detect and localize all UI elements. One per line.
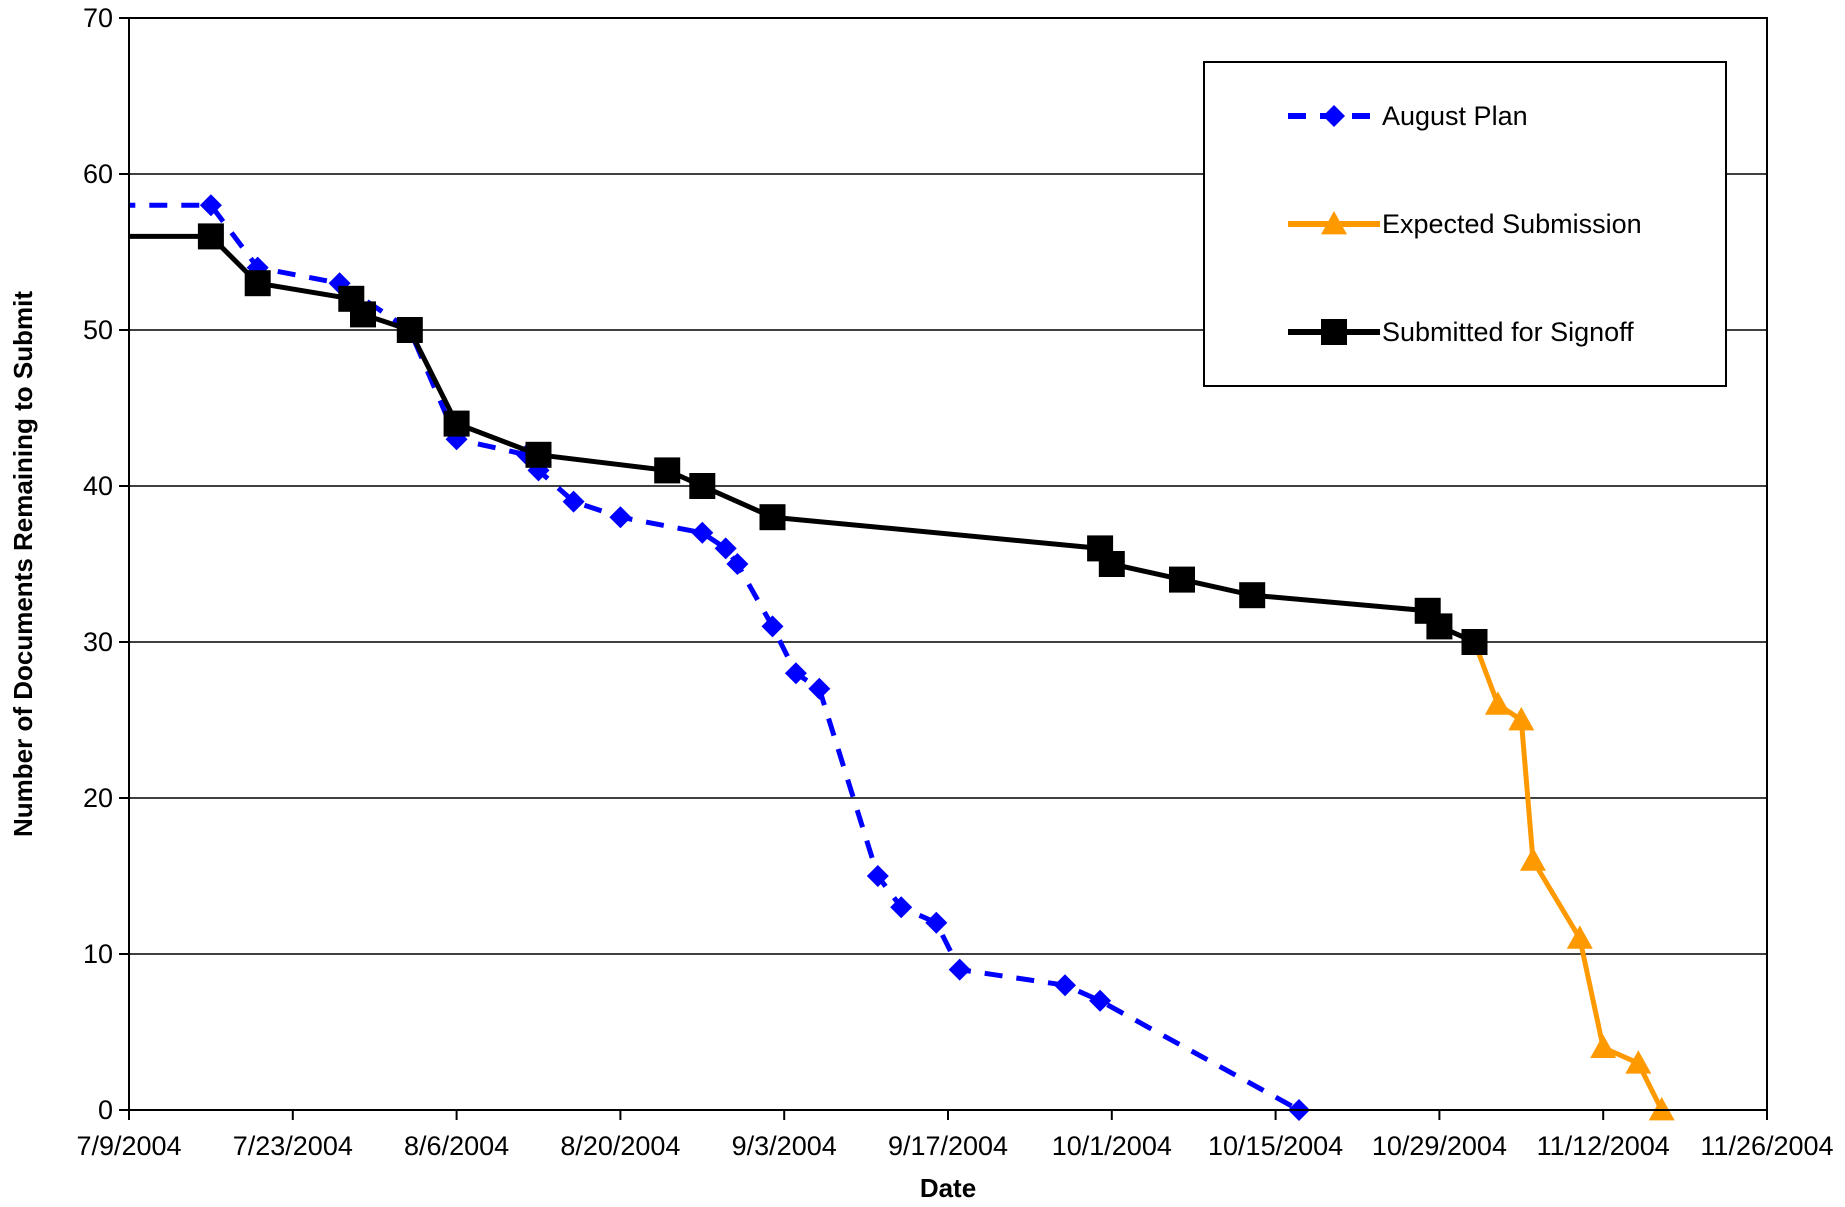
series-august-plan (117, 194, 1310, 1121)
point-expected-submission-3 (1520, 847, 1546, 870)
point-august-plan-20 (1054, 974, 1076, 996)
x-tick-label-0: 7/9/2004 (76, 1131, 181, 1161)
legend: August Plan Expected Submission Submitted … (1204, 62, 1726, 386)
point-august-plan-15 (808, 678, 830, 700)
x-tick-label-3: 8/20/2004 (560, 1131, 680, 1161)
point-submitted-for-signoff-1 (198, 223, 224, 249)
point-august-plan-18 (925, 912, 947, 934)
legend-label-august-plan: August Plan (1382, 101, 1528, 131)
y-axis-title: Number of Documents Remaining to Submit (8, 291, 38, 837)
point-submitted-for-signoff-16 (1426, 613, 1452, 639)
x-tick-label-4: 9/3/2004 (732, 1131, 837, 1161)
point-expected-submission-6 (1625, 1050, 1651, 1073)
y-tick-label-60: 60 (83, 159, 113, 189)
y-tick-label-30: 30 (83, 627, 113, 657)
point-submitted-for-signoff-7 (526, 442, 552, 468)
y-tick-label-10: 10 (83, 939, 113, 969)
x-tick-label-9: 11/12/2004 (1537, 1131, 1670, 1161)
point-submitted-for-signoff-12 (1099, 551, 1125, 577)
legend-item-submitted-for-signoff: Submitted for Signoff (1288, 317, 1634, 347)
y-tick-label-0: 0 (98, 1095, 113, 1125)
y-tick-label-40: 40 (83, 471, 113, 501)
x-tick-label-1: 7/23/2004 (233, 1131, 353, 1161)
x-tick-label-7: 10/15/2004 (1208, 1131, 1343, 1161)
point-expected-submission-1 (1485, 691, 1511, 714)
point-submitted-for-signoff-10 (760, 504, 786, 530)
point-submitted-for-signoff-9 (689, 473, 715, 499)
point-submitted-for-signoff-2 (245, 270, 271, 296)
point-expected-submission-4 (1567, 925, 1593, 948)
point-submitted-for-signoff-17 (1462, 629, 1488, 655)
series-line-august-plan (117, 205, 1299, 1110)
point-submitted-for-signoff-14 (1239, 582, 1265, 608)
point-submitted-for-signoff-4 (350, 301, 376, 327)
point-submitted-for-signoff-8 (654, 457, 680, 483)
x-tick-label-6: 10/1/2004 (1052, 1131, 1172, 1161)
y-tick-label-50: 50 (83, 315, 113, 345)
legend-label-expected-submission: Expected Submission (1382, 209, 1642, 239)
x-tick-label-2: 8/6/2004 (404, 1131, 509, 1161)
y-tick-label-20: 20 (83, 783, 113, 813)
point-expected-submission-2 (1508, 707, 1534, 730)
x-tick-label-10: 11/26/2004 (1700, 1131, 1833, 1161)
x-tick-label-5: 9/17/2004 (888, 1131, 1008, 1161)
point-august-plan-12 (726, 553, 748, 575)
x-axis-title: Date (920, 1173, 976, 1202)
point-expected-submission-7 (1649, 1097, 1675, 1120)
legend-label-submitted-for-signoff: Submitted for Signoff (1382, 317, 1634, 347)
point-submitted-for-signoff-13 (1169, 567, 1195, 593)
point-august-plan-13 (762, 615, 784, 637)
point-august-plan-9 (609, 506, 631, 528)
series-expected-submission (1462, 629, 1675, 1120)
point-submitted-for-signoff-6 (444, 411, 470, 437)
x-tick-label-8: 10/29/2004 (1372, 1131, 1507, 1161)
point-august-plan-19 (949, 959, 971, 981)
legend-marker-submitted-for-signoff (1321, 319, 1347, 345)
point-submitted-for-signoff-5 (397, 317, 423, 343)
y-tick-label-70: 70 (83, 3, 113, 33)
point-august-plan-21 (1089, 990, 1111, 1012)
point-expected-submission-5 (1590, 1035, 1616, 1058)
